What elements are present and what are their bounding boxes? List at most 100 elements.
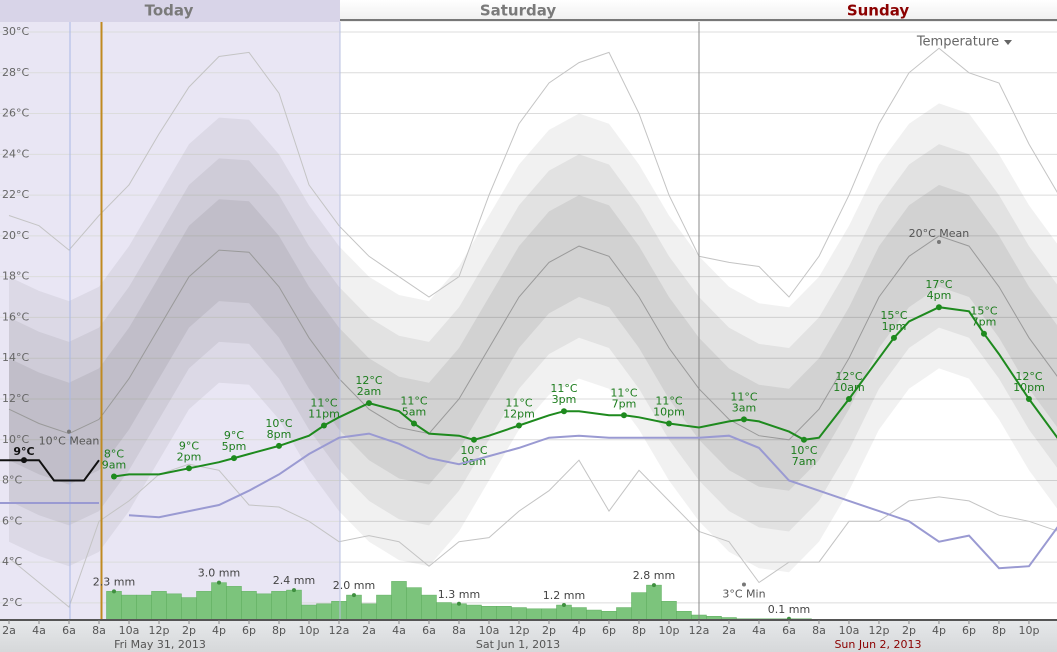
point-value-label: 11°C (655, 394, 682, 407)
y-tick-label: 14°C (2, 351, 29, 364)
tab-bg (0, 0, 340, 22)
tab-label[interactable]: Today (145, 2, 194, 20)
series-point (890, 334, 897, 341)
x-tick-label: 10a (479, 624, 500, 637)
precip-bar (406, 587, 422, 620)
x-tick-label: 4p (212, 624, 226, 637)
today-shade (0, 22, 340, 620)
point-time-label: 5am (402, 405, 426, 418)
precip-bar (316, 603, 332, 620)
point-time-label: 10pm (653, 405, 685, 418)
y-tick-label: 26°C (2, 107, 29, 120)
point-value-label: 10°C (460, 444, 487, 457)
point-value-label: 15°C (970, 305, 997, 318)
date-label: Sun Jun 2, 2013 (834, 638, 921, 651)
precip-bar (211, 582, 227, 620)
y-tick-label: 4°C (2, 555, 22, 568)
precip-dot (111, 589, 116, 594)
series-point (845, 395, 852, 402)
precip-bar (571, 607, 587, 620)
point-time-label: 9am (102, 458, 126, 471)
point-value-label: 11°C (550, 382, 577, 395)
series-point (800, 436, 807, 443)
precip-bar (241, 591, 257, 620)
x-tick-label: 6p (962, 624, 976, 637)
point-time-label: 3pm (552, 393, 577, 406)
x-tick-label: 4a (392, 624, 406, 637)
precip-bar (151, 591, 167, 620)
x-tick-label: 10a (839, 624, 860, 637)
x-tick-label: 8p (992, 624, 1006, 637)
annotation-point (66, 429, 71, 434)
series-point (740, 416, 747, 423)
point-value-label: 12°C (1015, 370, 1042, 383)
precip-bar (481, 606, 497, 620)
series-point (410, 420, 417, 427)
precip-bar (646, 584, 662, 620)
point-time-label: 9am (462, 455, 486, 468)
x-tick-label: 4a (752, 624, 766, 637)
precip-bar (556, 604, 572, 620)
precip-bar (196, 591, 212, 620)
x-tick-label: 4p (572, 624, 586, 637)
x-tick-label: 12a (329, 624, 350, 637)
precip-label: 1.2 mm (543, 589, 585, 602)
precip-bar (496, 606, 512, 620)
precip-bar (436, 602, 452, 620)
precip-bar (121, 594, 137, 620)
annotation-label: 3°C Min (722, 588, 765, 601)
precip-dot (456, 601, 461, 606)
precip-label: 1.3 mm (438, 588, 480, 601)
point-value-label: 11°C (610, 386, 637, 399)
x-tick-label: 2p (542, 624, 556, 637)
point-time-label: 5pm (222, 440, 247, 453)
x-tick-label: 2a (362, 624, 376, 637)
dropdown-arrow[interactable] (1004, 40, 1012, 45)
x-tick-label: 4p (932, 624, 946, 637)
precip-bar (136, 594, 152, 620)
point-value-label: 9°C (224, 429, 244, 442)
series-point (20, 457, 27, 464)
precip-bar (511, 607, 527, 620)
x-tick-label: 6a (782, 624, 796, 637)
overlay: 30°C 28°C 26°C 24°C 22°C 20°C 18°C 16°C 14°C 12°C… (0, 25, 1057, 621)
point-time-label: 7pm (972, 316, 997, 329)
tab-label[interactable]: Saturday (480, 2, 557, 20)
series-point (665, 420, 672, 427)
point-time-label: 2am (357, 385, 381, 398)
x-tick-label: 8p (272, 624, 286, 637)
point-time-label: 7pm (612, 397, 637, 410)
tab-label[interactable]: Sunday (847, 2, 910, 20)
series-point (560, 408, 567, 415)
point-value-label: 11°C (505, 396, 532, 409)
date-label: Sat Jun 1, 2013 (476, 638, 560, 651)
point-value-label: 12°C (355, 374, 382, 387)
precip-dot (216, 580, 221, 585)
y-tick-label: 2°C (2, 596, 22, 609)
precip-bar (331, 601, 347, 620)
x-tick-label: 2a (2, 624, 16, 637)
series-point (185, 465, 192, 472)
precip-bar (466, 604, 482, 620)
series-point (470, 436, 477, 443)
precip-label: 2.3 mm (93, 575, 135, 588)
x-tick-label: 2a (722, 624, 736, 637)
precip-bar (676, 611, 692, 620)
precip-bar (451, 603, 467, 620)
y-tick-label: 16°C (2, 310, 29, 323)
point-value-label: 15°C (880, 309, 907, 322)
x-tick-label: 12p (508, 624, 529, 637)
series-point (1025, 395, 1032, 402)
precip-label: 3.0 mm (198, 567, 240, 580)
x-tick-label: 6p (242, 624, 256, 637)
precip-dot (351, 593, 356, 598)
precip-dot (651, 583, 656, 588)
point-time-label: 8pm (267, 428, 292, 441)
precip-bar (616, 607, 632, 620)
metric-dropdown[interactable]: Temperature (916, 35, 999, 50)
precip-bar (106, 591, 122, 620)
series-point (365, 400, 372, 407)
series-point (980, 330, 987, 337)
